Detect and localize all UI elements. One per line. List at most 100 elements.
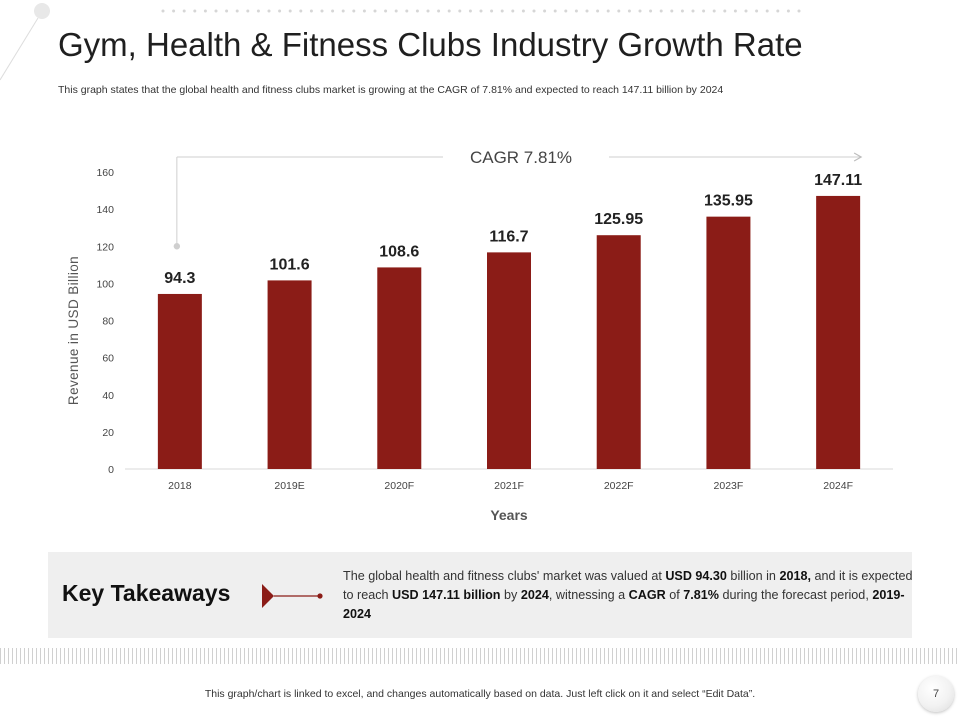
decorative-dot bbox=[543, 9, 547, 13]
decorative-dot bbox=[320, 9, 324, 13]
cagr-annotation: CAGR 7.81% bbox=[470, 148, 572, 167]
decorative-dot bbox=[712, 9, 716, 13]
decorative-dot bbox=[490, 9, 494, 13]
decorative-dot bbox=[755, 9, 759, 13]
data-label: 94.3 bbox=[164, 270, 195, 287]
decorative-dot bbox=[532, 9, 536, 13]
decorative-dot bbox=[617, 9, 621, 13]
decorative-dot bbox=[691, 9, 695, 13]
decorative-dot bbox=[670, 9, 674, 13]
decorative-dot bbox=[225, 9, 229, 13]
decorative-dot bbox=[235, 9, 239, 13]
decorative-dot bbox=[384, 9, 388, 13]
bar-chart[interactable]: 0 20 40 60 80 100 120 140 160 Revenue in USD Bill… bbox=[0, 130, 960, 530]
decorative-dot bbox=[426, 9, 430, 13]
data-label: 135.95 bbox=[704, 193, 753, 210]
decorative-dot bbox=[680, 9, 684, 13]
key-takeaways-text: The global health and fitness clubs' mar… bbox=[343, 567, 913, 624]
takeaway-emphasis: 7.81% bbox=[683, 588, 719, 602]
decorative-dot bbox=[246, 9, 250, 13]
key-takeaways-heading: Key Takeaways bbox=[62, 580, 231, 606]
decorative-dot bbox=[161, 9, 165, 13]
decorative-dot bbox=[341, 9, 345, 13]
decorative-dot bbox=[447, 9, 451, 13]
decorative-dot bbox=[659, 9, 663, 13]
takeaway-text: of bbox=[665, 588, 684, 602]
decorative-dot bbox=[373, 9, 377, 13]
decorative-dot bbox=[214, 9, 218, 13]
y-tick-label: 80 bbox=[102, 316, 114, 328]
decorative-stripe-band bbox=[0, 648, 960, 664]
decorative-dot bbox=[627, 9, 631, 13]
takeaway-text: billion in bbox=[726, 569, 780, 583]
decorative-dot-row bbox=[161, 9, 801, 13]
decorative-corner-line bbox=[0, 17, 39, 81]
y-tick-label: 60 bbox=[102, 353, 114, 365]
page-subtitle: This graph states that the global health… bbox=[58, 84, 724, 96]
takeaway-text: during the forecast period, bbox=[719, 588, 873, 602]
decorative-dot bbox=[479, 9, 483, 13]
cagr-arrowhead-icon bbox=[853, 152, 863, 162]
x-axis-label: Years bbox=[490, 507, 528, 523]
decorative-dot bbox=[288, 9, 292, 13]
decorative-dot bbox=[437, 9, 441, 13]
x-tick-label: 2021F bbox=[494, 480, 524, 492]
takeaway-emphasis: 2024 bbox=[520, 588, 549, 602]
x-tick-label: 2018 bbox=[168, 480, 192, 492]
bar-2021F[interactable] bbox=[487, 252, 531, 469]
x-tick-label: 2023F bbox=[714, 480, 744, 492]
arrow-connector-icon bbox=[262, 584, 323, 608]
bar-2019E[interactable] bbox=[267, 280, 312, 469]
decorative-dot bbox=[500, 9, 504, 13]
decorative-dot bbox=[278, 9, 282, 13]
decorative-dot bbox=[606, 9, 610, 13]
decorative-dot bbox=[394, 9, 398, 13]
takeaway-emphasis: CAGR bbox=[628, 588, 666, 602]
data-label: 116.7 bbox=[489, 228, 528, 245]
takeaway-text: , witnessing a bbox=[548, 588, 629, 602]
decorative-dot bbox=[405, 9, 409, 13]
y-axis-label: Revenue in USD Billion bbox=[66, 256, 81, 405]
decorative-dot bbox=[733, 9, 737, 13]
bar-2023F[interactable] bbox=[706, 216, 751, 469]
decorative-dot bbox=[309, 9, 313, 13]
decorative-dot bbox=[182, 9, 186, 13]
takeaway-text: and it is expected to reach bbox=[343, 569, 913, 602]
decorative-dot bbox=[797, 9, 801, 13]
decorative-dot bbox=[193, 9, 197, 13]
takeaway-emphasis: 2019-2024 bbox=[343, 588, 905, 621]
bar-2024F[interactable] bbox=[816, 195, 861, 469]
decorative-dot bbox=[638, 9, 642, 13]
decorative-dot bbox=[553, 9, 557, 13]
page-title: Gym, Health & Fitness Clubs Industry Gro… bbox=[58, 26, 803, 63]
takeaway-emphasis: 2018, bbox=[779, 569, 811, 583]
decorative-dot bbox=[203, 9, 207, 13]
decorative-dot bbox=[172, 9, 176, 13]
data-label: 101.6 bbox=[270, 256, 310, 273]
decorative-circle bbox=[34, 3, 50, 19]
takeaway-text: The global health and fitness clubs' mar… bbox=[343, 569, 666, 583]
y-tick-label: 20 bbox=[102, 427, 114, 439]
decorative-dot bbox=[776, 9, 780, 13]
decorative-dot bbox=[723, 9, 727, 13]
decorative-dot bbox=[702, 9, 706, 13]
x-tick-label: 2024F bbox=[823, 480, 853, 492]
takeaway-emphasis: USD 94.30 bbox=[665, 569, 727, 583]
y-tick-label: 0 bbox=[108, 464, 114, 476]
y-tick-label: 140 bbox=[96, 204, 114, 216]
x-tick-label: 2019E bbox=[274, 480, 304, 492]
takeaway-text: by bbox=[500, 588, 521, 602]
decorative-dot bbox=[468, 9, 472, 13]
x-tick-label: 2022F bbox=[604, 480, 634, 492]
bar-2020F[interactable] bbox=[377, 267, 422, 469]
y-tick-label: 160 bbox=[96, 167, 114, 179]
takeaway-emphasis: USD 147.11 billion bbox=[392, 588, 501, 602]
decorative-dot bbox=[415, 9, 419, 13]
decorative-dot bbox=[299, 9, 303, 13]
decorative-dot bbox=[744, 9, 748, 13]
data-label: 125.95 bbox=[594, 211, 643, 228]
x-tick-label: 2020F bbox=[384, 480, 414, 492]
decorative-dot bbox=[267, 9, 271, 13]
bar-2022F[interactable] bbox=[596, 235, 641, 469]
bar-2018[interactable] bbox=[157, 293, 202, 469]
